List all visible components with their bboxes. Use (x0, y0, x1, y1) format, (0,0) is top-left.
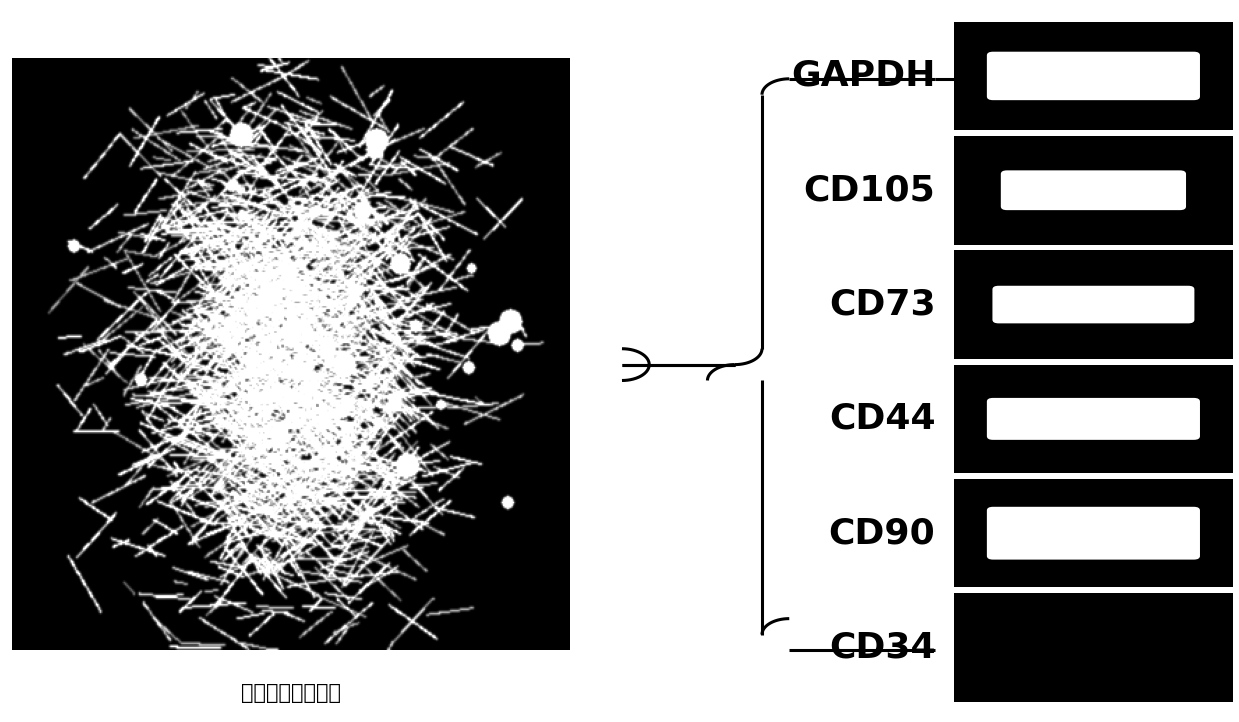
Text: GAPDH: GAPDH (790, 59, 935, 93)
Text: 牙髓干细胞单克隆: 牙髓干细胞单克隆 (242, 683, 341, 703)
Text: CD73: CD73 (829, 287, 935, 321)
Text: CD105: CD105 (804, 173, 935, 207)
Text: CD90: CD90 (829, 516, 935, 550)
Text: CD44: CD44 (829, 402, 935, 436)
Text: CD34: CD34 (829, 630, 935, 664)
